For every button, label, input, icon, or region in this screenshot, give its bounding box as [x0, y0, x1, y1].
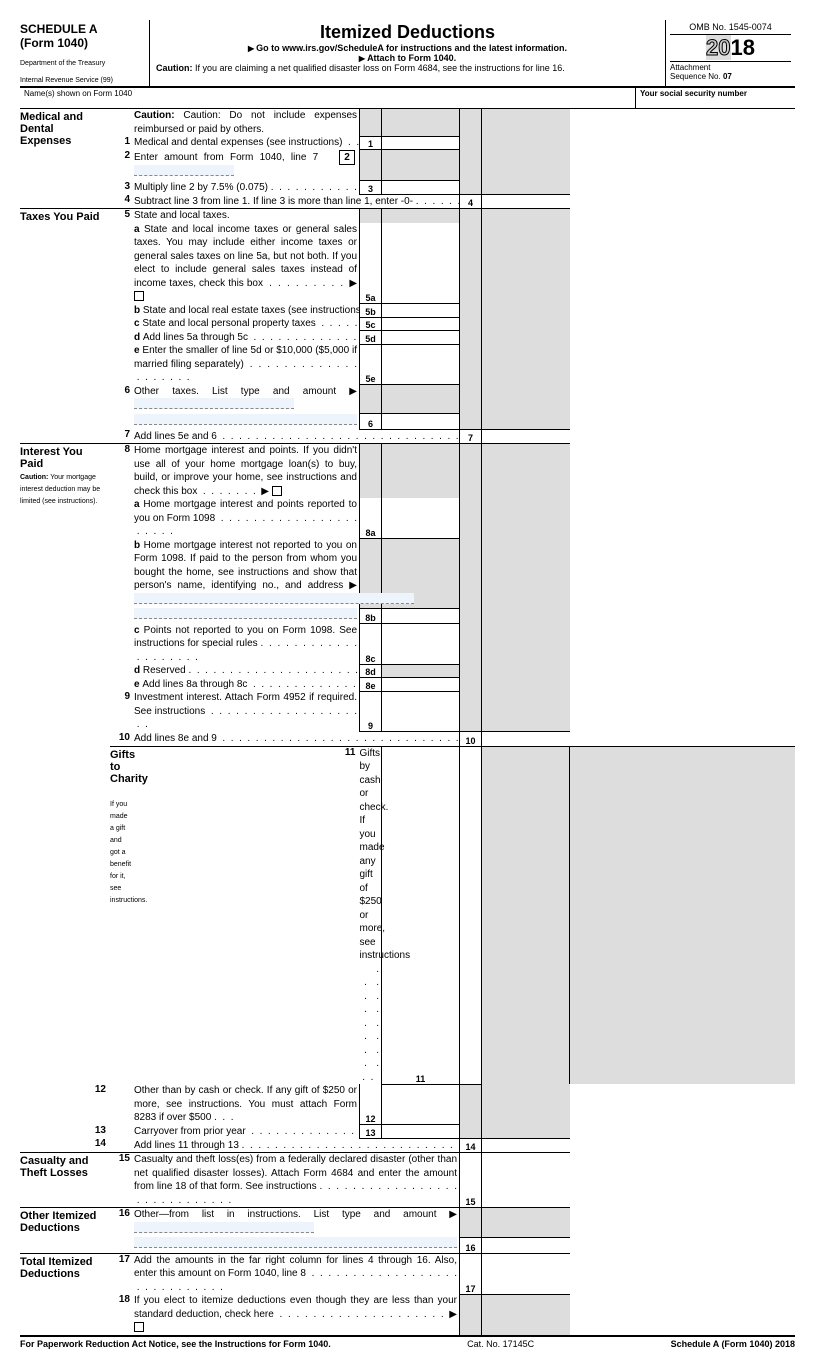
- dept-treasury: Department of the Treasury: [20, 60, 145, 67]
- amt-16[interactable]: [482, 1237, 570, 1253]
- amt-5b[interactable]: [382, 304, 460, 318]
- amt-12[interactable]: [382, 1084, 460, 1125]
- checkbox-8[interactable]: [272, 486, 282, 496]
- amt-3[interactable]: [382, 181, 460, 195]
- amt-8c[interactable]: [382, 624, 460, 665]
- form-label: (Form 1040): [20, 36, 145, 50]
- form-1040-schedule-a: SCHEDULE A (Form 1040) Department of the…: [20, 20, 795, 1349]
- form-title: Itemized Deductions: [156, 22, 659, 43]
- amt-1[interactable]: [382, 136, 460, 150]
- checkbox-5a[interactable]: [134, 291, 144, 301]
- dept-irs: Internal Revenue Service (99): [20, 77, 145, 84]
- amt-8d: [382, 664, 460, 678]
- section-other: Other Itemized Deductions: [20, 1208, 110, 1254]
- form-footer: For Paperwork Reduction Act Notice, see …: [20, 1335, 795, 1349]
- attach-text: Attach to Form 1040.: [367, 53, 456, 63]
- amt-11[interactable]: [460, 746, 482, 1084]
- amt-13[interactable]: [382, 1125, 460, 1139]
- section-medical: Medical and Dental Expenses: [20, 109, 110, 209]
- section-taxes: Taxes You Paid: [20, 209, 110, 444]
- section-casualty: Casualty and Theft Losses: [20, 1153, 110, 1208]
- amt-17[interactable]: [482, 1253, 570, 1294]
- amt-8b[interactable]: [382, 608, 460, 624]
- amt-6[interactable]: [382, 414, 460, 430]
- input-16[interactable]: [134, 1222, 314, 1233]
- input-line2[interactable]: [134, 165, 234, 176]
- input-16-cont[interactable]: [134, 1237, 457, 1248]
- section-interest: Interest You PaidCaution: Your mortgage …: [20, 444, 110, 1085]
- amt-5d[interactable]: [382, 331, 460, 345]
- amt-5c[interactable]: [382, 317, 460, 331]
- input-8b-cont[interactable]: [134, 608, 357, 619]
- amt-8e[interactable]: [382, 678, 460, 692]
- name-label: Name(s) shown on Form 1040: [20, 88, 635, 108]
- form-header: SCHEDULE A (Form 1040) Department of the…: [20, 20, 795, 88]
- amt-10[interactable]: [482, 732, 570, 747]
- section-total: Total Itemized Deductions: [20, 1253, 110, 1335]
- amt-8a[interactable]: [382, 498, 460, 539]
- header-caution: If you are claiming a net qualified disa…: [195, 63, 565, 73]
- footer-right: Schedule A (Form 1040) 2018: [671, 1339, 795, 1349]
- input-line6-cont[interactable]: [134, 414, 357, 425]
- amt-14[interactable]: [482, 1138, 570, 1153]
- section-gifts: Gifts to CharityIf you made a gift and g…: [110, 746, 134, 1153]
- amt-5a[interactable]: [382, 223, 460, 304]
- ssn-label: Your social security number: [635, 88, 795, 108]
- schedule-label: SCHEDULE A: [20, 22, 145, 36]
- input-line6-type[interactable]: [134, 398, 294, 409]
- year-value: 18: [731, 35, 755, 60]
- goto-text: Go to www.irs.gov/ScheduleA for instruct…: [256, 43, 567, 53]
- main-table: Medical and Dental Expenses Caution: Cau…: [20, 109, 795, 1335]
- footer-mid: Cat. No. 17145C: [467, 1339, 534, 1349]
- name-row: Name(s) shown on Form 1040 Your social s…: [20, 88, 795, 109]
- checkbox-18[interactable]: [134, 1322, 144, 1332]
- amt-9[interactable]: [382, 691, 460, 732]
- year-prefix: 20: [706, 35, 730, 60]
- footer-left: For Paperwork Reduction Act Notice, see …: [20, 1339, 331, 1349]
- amt-5e[interactable]: [382, 344, 460, 385]
- amt-7[interactable]: [482, 429, 570, 444]
- omb-number: OMB No. 1545-0074: [670, 22, 791, 35]
- input-8b-addr[interactable]: [134, 593, 414, 604]
- amt-4[interactable]: [482, 194, 570, 209]
- amt-15[interactable]: [482, 1153, 570, 1208]
